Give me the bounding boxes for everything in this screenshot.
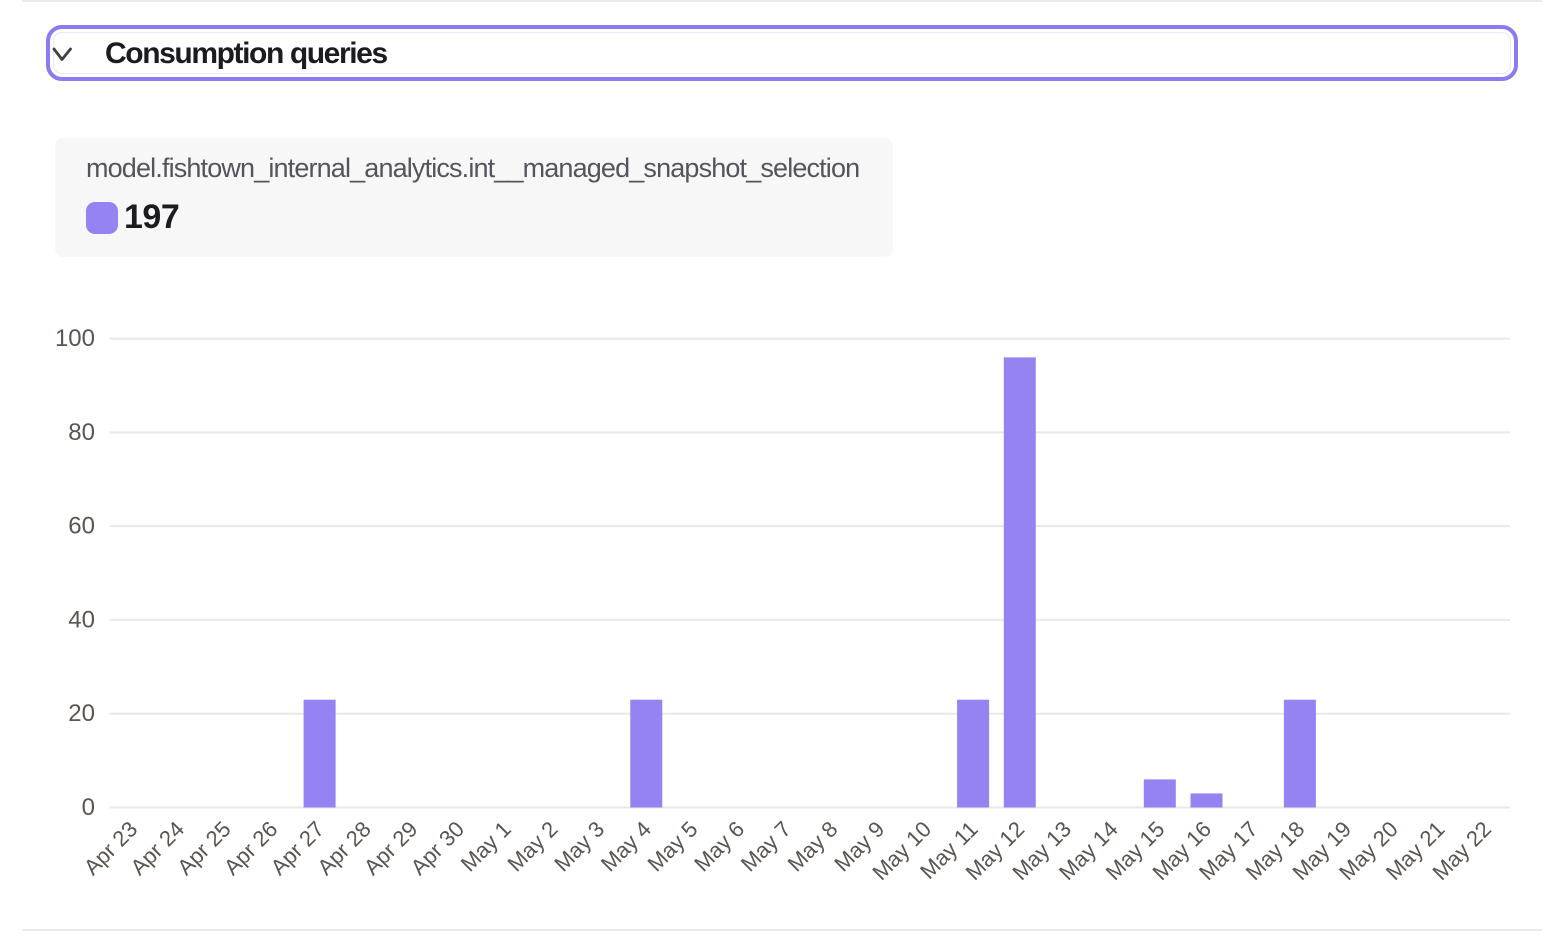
- svg-text:May 5: May 5: [642, 816, 702, 876]
- svg-text:60: 60: [68, 513, 95, 540]
- svg-text:May 1: May 1: [456, 816, 516, 876]
- svg-text:May 6: May 6: [689, 816, 749, 876]
- svg-text:40: 40: [68, 606, 95, 633]
- svg-text:May 8: May 8: [783, 816, 843, 876]
- svg-text:80: 80: [68, 419, 95, 446]
- svg-text:May 2: May 2: [502, 816, 562, 876]
- svg-text:May 7: May 7: [736, 816, 796, 876]
- svg-text:May 4: May 4: [596, 816, 656, 876]
- svg-text:100: 100: [55, 325, 95, 352]
- svg-text:0: 0: [82, 794, 95, 821]
- svg-text:Apr 30: Apr 30: [406, 816, 470, 880]
- svg-text:20: 20: [68, 700, 95, 727]
- svg-text:May 3: May 3: [549, 816, 609, 876]
